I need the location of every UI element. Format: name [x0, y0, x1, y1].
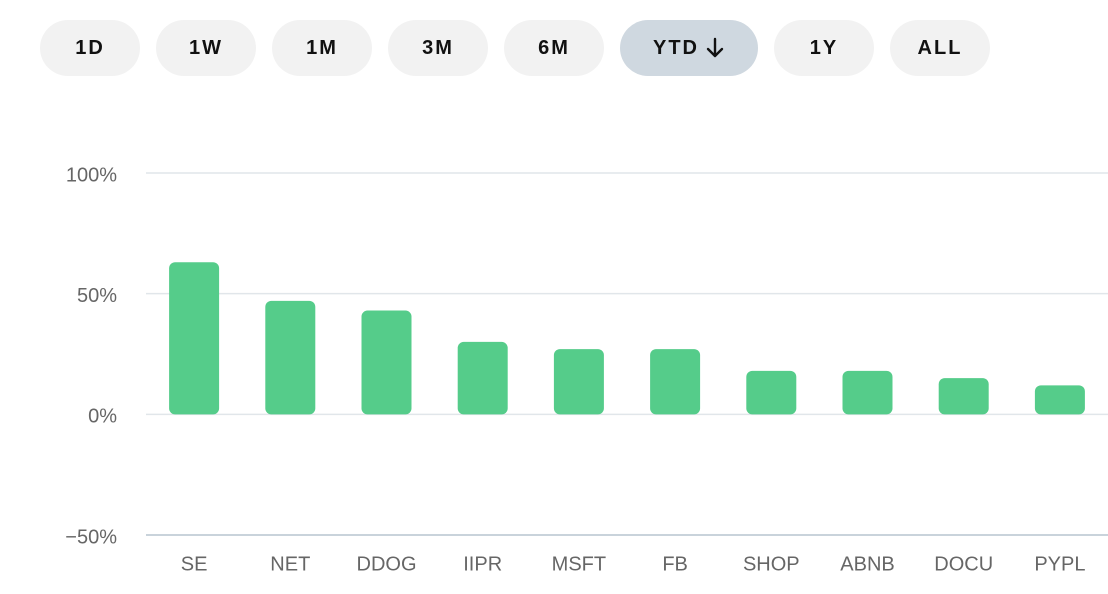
x-tick-label: NET	[270, 553, 310, 575]
button-label: 1M	[306, 36, 338, 59]
button-label: 3M	[422, 36, 454, 59]
bar	[265, 300, 316, 415]
bar	[842, 370, 893, 415]
y-tick-label: 50%	[77, 285, 117, 307]
x-tick-label: IIPR	[463, 553, 502, 575]
sort-arrow-icon	[706, 37, 724, 58]
x-tick-label: PYPL	[1034, 553, 1085, 575]
range-button[interactable]: ALL	[890, 20, 990, 76]
button-label: ALL	[917, 36, 963, 59]
x-tick-label: ABNB	[840, 553, 894, 575]
button-label: 6M	[538, 36, 570, 59]
x-tick-label: SE	[181, 553, 208, 575]
button-label: 1W	[189, 36, 223, 59]
x-tick-label: SHOP	[743, 553, 800, 575]
range-selector: 1D 1W 1M 3M 6M YTD 1Y ALL	[40, 20, 990, 76]
range-button[interactable]: YTD	[620, 20, 758, 76]
button-label: 1D	[75, 36, 105, 59]
range-button[interactable]: 1M	[272, 20, 372, 76]
x-tick-label: MSFT	[552, 553, 606, 575]
y-tick-label: −50%	[65, 526, 117, 548]
range-button[interactable]: 1W	[156, 20, 256, 76]
bar	[553, 349, 604, 415]
bar	[938, 378, 989, 415]
x-tick-label: FB	[662, 553, 688, 575]
y-tick-label: 0%	[88, 406, 117, 428]
y-tick-label: 100%	[66, 164, 117, 186]
range-button[interactable]: 1D	[40, 20, 140, 76]
bar	[169, 262, 220, 415]
bar	[746, 370, 797, 415]
button-label: YTD	[653, 36, 699, 59]
x-tick-label: DOCU	[934, 553, 993, 575]
button-label: 1Y	[809, 36, 839, 59]
range-button[interactable]: 1Y	[774, 20, 874, 76]
bar	[457, 341, 508, 415]
bar	[650, 349, 701, 415]
bar	[1034, 385, 1085, 415]
bar	[361, 310, 412, 415]
range-button[interactable]: 6M	[504, 20, 604, 76]
range-button[interactable]: 3M	[388, 20, 488, 76]
x-tick-label: DDOG	[357, 553, 417, 575]
